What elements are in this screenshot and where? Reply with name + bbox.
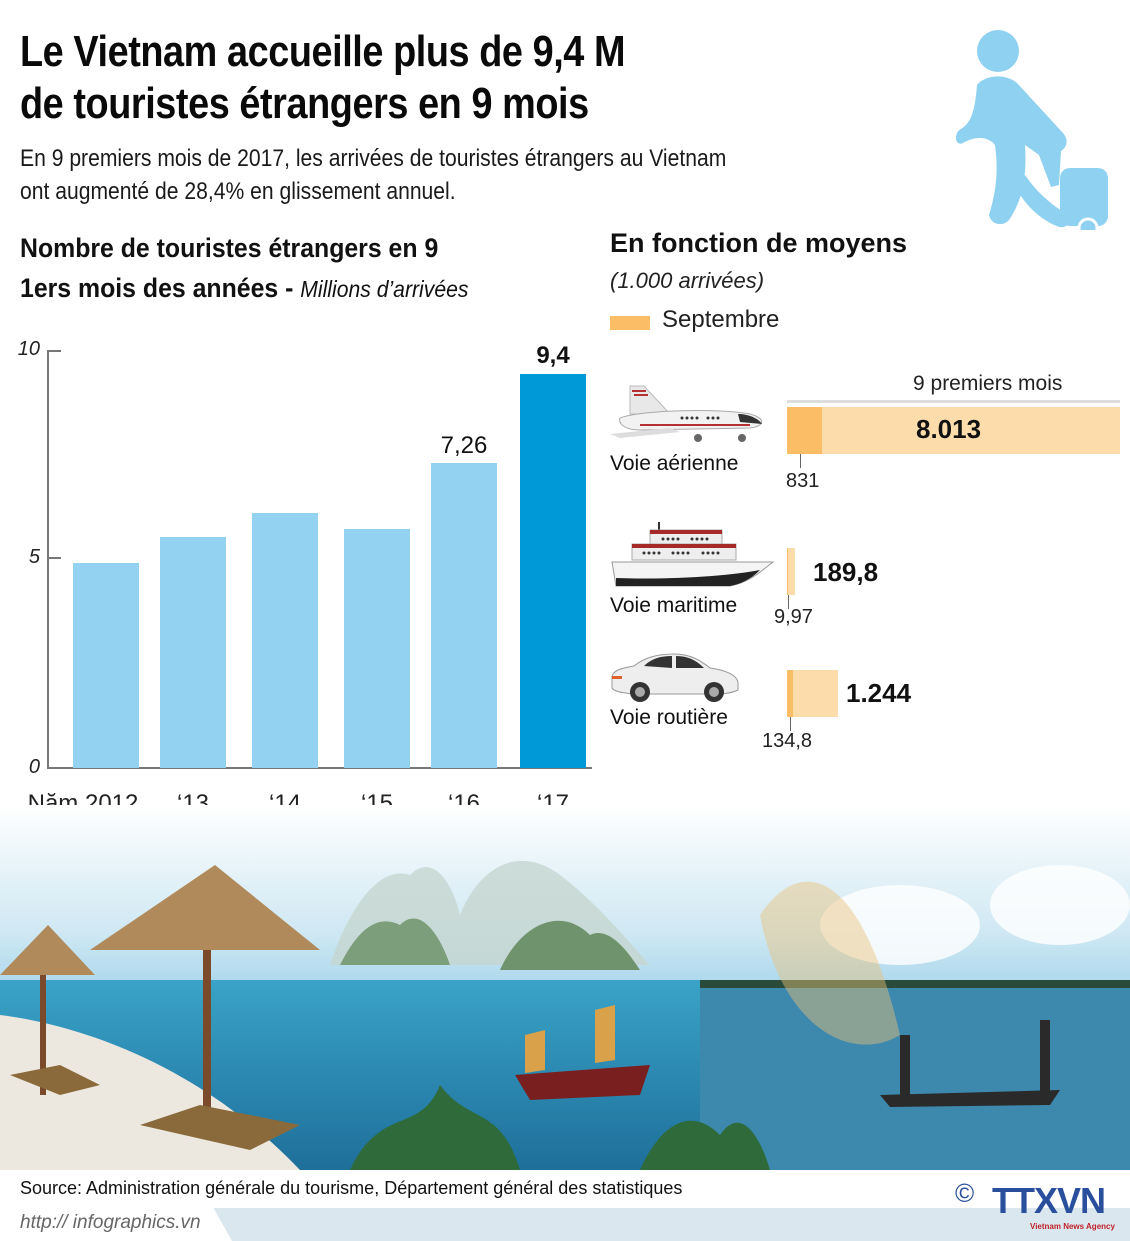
leader-sea xyxy=(788,595,789,609)
title-line-2: de touristes étrangers en 9 mois xyxy=(20,79,589,128)
value-air-total: 8.013 xyxy=(916,414,982,444)
traveler-with-suitcase-icon xyxy=(955,15,1125,239)
period-label-nine-months: 9 premiers mois xyxy=(913,372,1063,395)
left-heading-line-1: Nombre de touristes étrangers en 9 xyxy=(20,233,439,263)
left-heading-line-2-text: 1ers mois des années - xyxy=(20,273,301,303)
value-sea-september: 9,97 xyxy=(774,606,813,628)
bar-2015 xyxy=(344,529,410,768)
website-link[interactable]: http:// infographics.vn xyxy=(20,1212,201,1233)
bar-value-2016: 7,26 xyxy=(440,432,488,459)
right-chart-unit: (1.000 arrivées) xyxy=(610,268,765,293)
value-air-september: 831 xyxy=(786,470,820,492)
y-tick-label-5: 5 xyxy=(28,546,40,568)
bar-sea-september xyxy=(787,548,788,595)
bar-2014 xyxy=(252,513,318,768)
car-icon xyxy=(610,652,740,704)
bar-road-nine-months xyxy=(787,670,838,717)
subtitle-line-1: En 9 premiers mois de 2017, les arrivées… xyxy=(20,145,727,172)
leader-road xyxy=(790,717,791,731)
left-heading-unit: Millions d’arrivées xyxy=(300,276,469,302)
source-text: Source: Administration générale du touri… xyxy=(20,1178,683,1198)
legend-label-september: Septembre xyxy=(662,306,780,333)
airplane-icon xyxy=(610,378,765,443)
bar-2013 xyxy=(160,537,226,768)
left-chart-heading: Nombre de touristes étrangers en 9 1ers … xyxy=(20,228,468,309)
y-tick-label-0: 0 xyxy=(28,756,40,778)
y-tick-10 xyxy=(47,350,61,352)
bar-air-september xyxy=(787,407,822,454)
cruise-ship-icon xyxy=(610,520,775,592)
y-tick-label-10: 10 xyxy=(17,338,40,360)
ttxvn-logo-subtitle: Vietnam News Agency xyxy=(1030,1222,1115,1231)
bar-2016 xyxy=(431,463,497,768)
url-tab xyxy=(0,1208,232,1241)
left-heading-line-2: 1ers mois des années - Millions d’arrivé… xyxy=(20,268,468,309)
legend-swatch-september xyxy=(610,316,650,330)
leader-air xyxy=(800,454,801,468)
vietnam-landscape-photo xyxy=(0,805,1130,1170)
copyright-symbol: © xyxy=(955,1178,975,1208)
y-tick-5 xyxy=(47,557,61,559)
title-line-1: Le Vietnam accueille plus de 9,4 M xyxy=(20,27,626,76)
value-sea-total: 189,8 xyxy=(813,557,879,587)
period-line xyxy=(787,400,1120,403)
bar-2012 xyxy=(73,563,139,768)
x-axis xyxy=(47,767,592,769)
bar-air-nine-months xyxy=(787,407,1120,454)
subtitle-line-2: ont augmenté de 28,4% en glissement annu… xyxy=(20,178,456,205)
ttxvn-logo: TTXVN xyxy=(992,1180,1106,1221)
bar-road-september xyxy=(787,670,793,717)
value-road-total: 1.244 xyxy=(846,678,912,708)
mode-label-sea: Voie maritime xyxy=(610,594,738,617)
right-chart-heading: En fonction de moyens xyxy=(610,228,908,258)
value-road-september: 134,8 xyxy=(762,730,813,752)
page-title: Le Vietnam accueille plus de 9,4 M de to… xyxy=(20,26,626,130)
y-axis xyxy=(47,350,49,769)
bar-2017 xyxy=(520,374,586,768)
bar-sea-nine-months xyxy=(787,548,795,595)
bar-value-2017: 9,4 xyxy=(536,342,570,369)
mode-label-air: Voie aérienne xyxy=(610,452,739,475)
mode-label-road: Voie routière xyxy=(610,706,728,729)
subtitle: En 9 premiers mois de 2017, les arrivées… xyxy=(20,142,726,208)
